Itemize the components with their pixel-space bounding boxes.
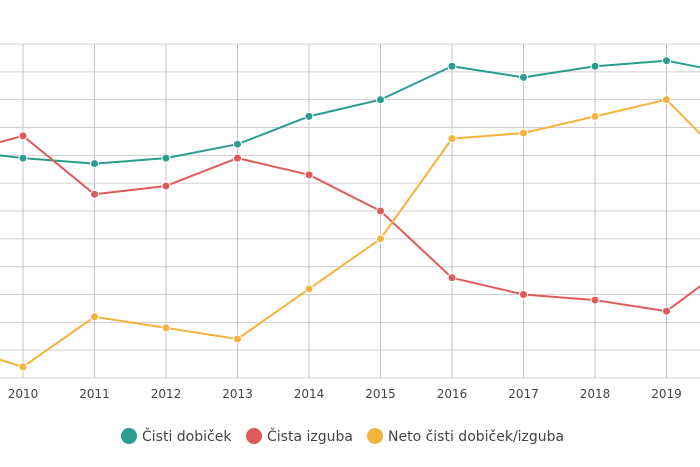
x-tick-label: 2017 bbox=[508, 387, 539, 401]
data-point bbox=[18, 362, 28, 372]
legend-swatch bbox=[367, 428, 383, 444]
data-point bbox=[304, 111, 314, 121]
legend-swatch bbox=[121, 428, 137, 444]
x-tick-label: 2012 bbox=[151, 387, 182, 401]
data-point bbox=[18, 153, 28, 163]
legend: Čisti dobiček Čista izguba Neto čisti do… bbox=[121, 427, 564, 445]
x-tick-label: 2010 bbox=[8, 387, 39, 401]
data-point bbox=[447, 61, 457, 71]
data-point bbox=[519, 72, 528, 82]
data-point bbox=[590, 295, 600, 305]
data-point bbox=[233, 139, 242, 149]
data-point bbox=[662, 56, 671, 66]
data-point bbox=[590, 61, 600, 71]
x-tick-label: 2011 bbox=[79, 387, 110, 401]
series-line bbox=[0, 134, 700, 313]
x-tick-label: 2016 bbox=[437, 387, 468, 401]
data-point bbox=[519, 290, 528, 299]
x-tick-label: 2018 bbox=[580, 387, 611, 401]
plot-area bbox=[0, 56, 700, 372]
data-point bbox=[161, 181, 171, 191]
legend-label: Čisti dobiček bbox=[142, 427, 232, 445]
legend-swatch bbox=[246, 428, 262, 444]
legend-label: Čista izguba bbox=[267, 427, 353, 445]
data-point bbox=[90, 189, 99, 199]
grid-lines bbox=[0, 43, 700, 379]
legend-label: Neto čisti dobiček/izguba bbox=[388, 429, 564, 445]
data-point bbox=[447, 273, 457, 283]
data-point bbox=[233, 334, 242, 344]
data-point bbox=[161, 323, 171, 333]
x-tick-label: 2013 bbox=[222, 387, 253, 401]
series-line bbox=[0, 98, 700, 368]
series-line bbox=[0, 59, 700, 165]
data-point bbox=[233, 153, 242, 163]
x-tick-label: 2015 bbox=[365, 387, 396, 401]
legend-item-neto-cisti-dobicek-izguba[interactable]: Neto čisti dobiček/izguba bbox=[367, 428, 564, 445]
data-point bbox=[304, 170, 314, 180]
data-point bbox=[590, 111, 600, 121]
x-tick-label: 2019 bbox=[651, 387, 682, 401]
data-point bbox=[18, 131, 28, 141]
x-axis-tick-labels: 2010 2011 2012 2013 2014 2015 2016 2017 … bbox=[8, 387, 682, 401]
data-point bbox=[161, 153, 171, 163]
data-point bbox=[376, 95, 385, 105]
data-point bbox=[90, 159, 99, 169]
data-point bbox=[90, 312, 99, 322]
data-point bbox=[662, 95, 671, 105]
data-point bbox=[662, 306, 671, 316]
x-tick-label: 2014 bbox=[294, 387, 325, 401]
data-point bbox=[447, 134, 457, 144]
data-point bbox=[376, 206, 385, 216]
legend-item-cisti-dobicek[interactable]: Čisti dobiček bbox=[121, 427, 232, 445]
legend-item-cista-izguba[interactable]: Čista izguba bbox=[246, 427, 353, 445]
data-point bbox=[304, 284, 314, 294]
data-point bbox=[519, 128, 528, 138]
data-point bbox=[376, 234, 385, 244]
